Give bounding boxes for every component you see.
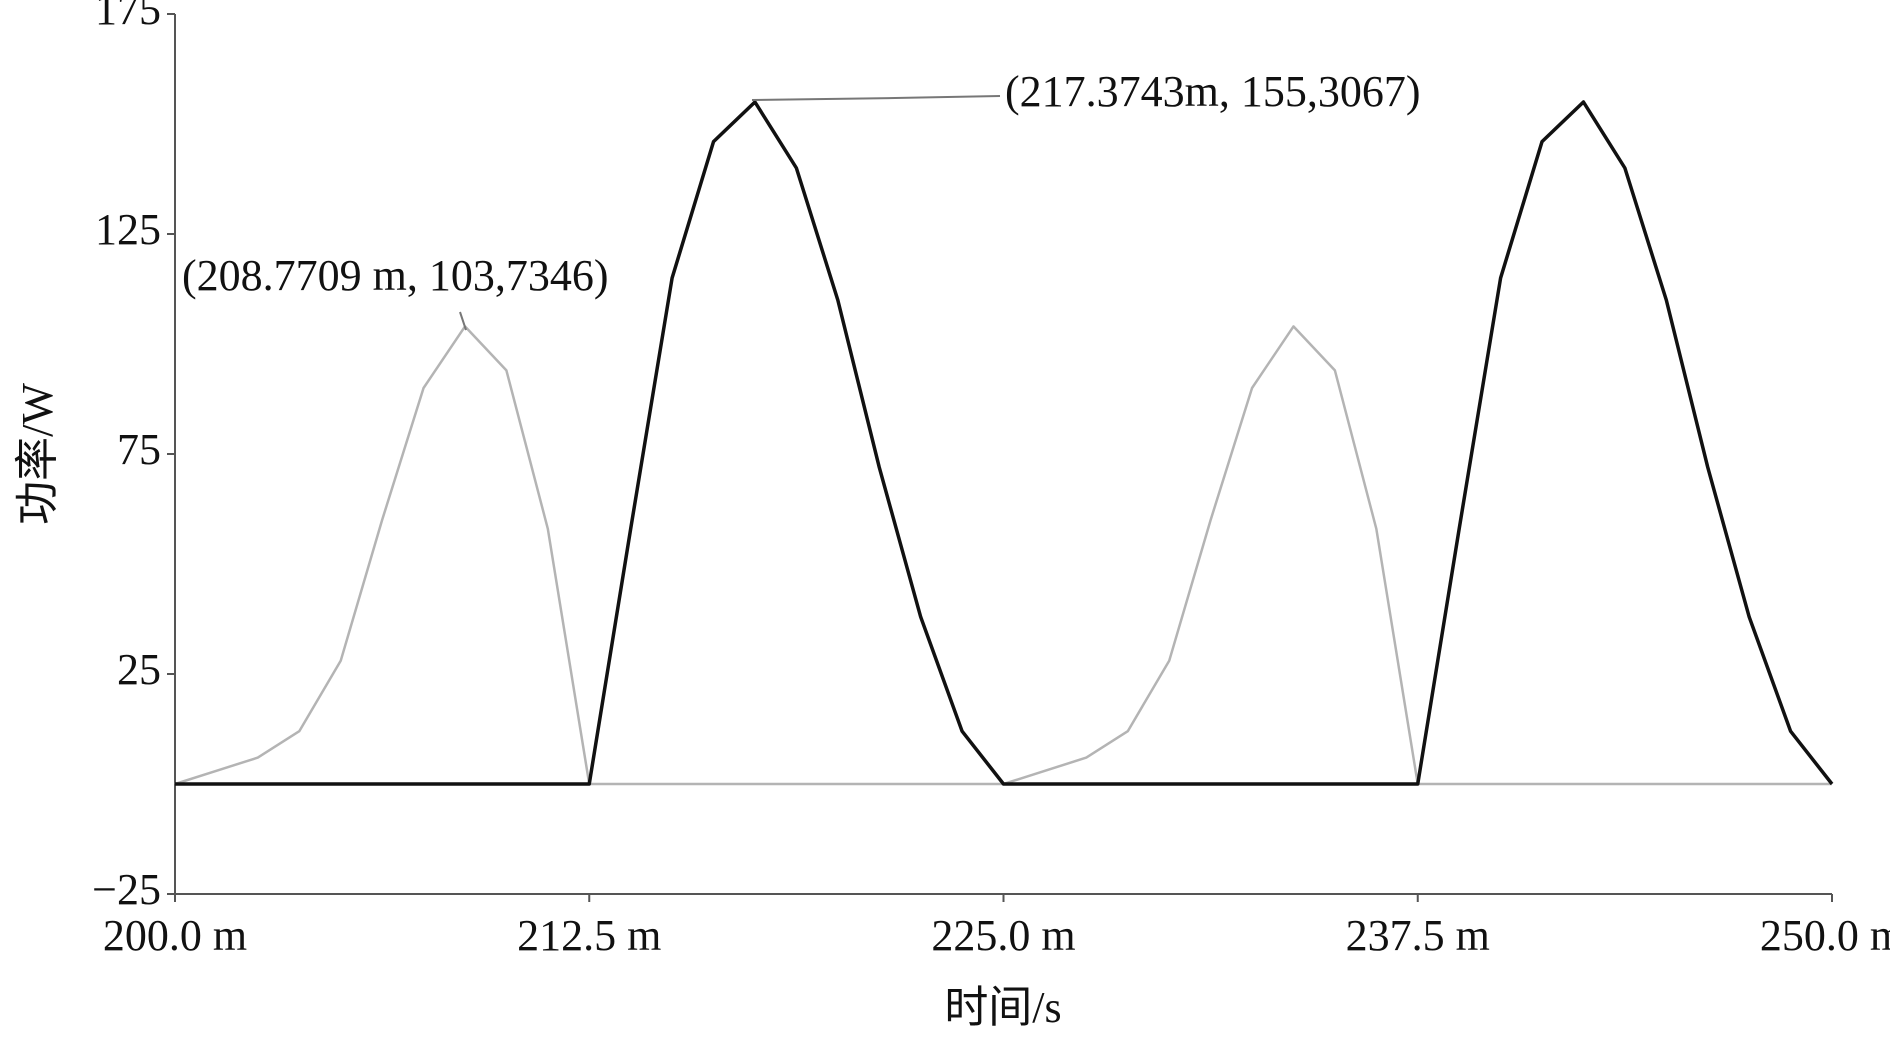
series-line <box>175 100 1834 786</box>
y-tick-label: 25 <box>117 645 161 694</box>
x-axis-title: 时间/s <box>944 983 1061 1032</box>
annotation: (217.3743m, 155,3067) <box>1005 67 1421 116</box>
y-tick-label: −25 <box>92 865 161 914</box>
leader-line <box>751 95 1001 101</box>
y-tick-label: 125 <box>95 205 161 254</box>
y-tick-label: 175 <box>95 0 161 34</box>
x-tick-label: 212.5 m <box>517 911 661 960</box>
x-tick-label: 250.0 m <box>1760 911 1890 960</box>
x-tick-label: 200.0 m <box>103 911 247 960</box>
plot-area <box>174 100 1834 786</box>
annotation: (208.7709 m, 103,7346) <box>182 251 609 300</box>
x-tick-label: 237.5 m <box>1346 911 1490 960</box>
leader-line <box>459 311 467 331</box>
y-axis-title: 功率/W <box>13 383 62 525</box>
x-tick-label: 225.0 m <box>931 911 1075 960</box>
series-line <box>174 325 1832 786</box>
y-tick-label: 75 <box>117 425 161 474</box>
